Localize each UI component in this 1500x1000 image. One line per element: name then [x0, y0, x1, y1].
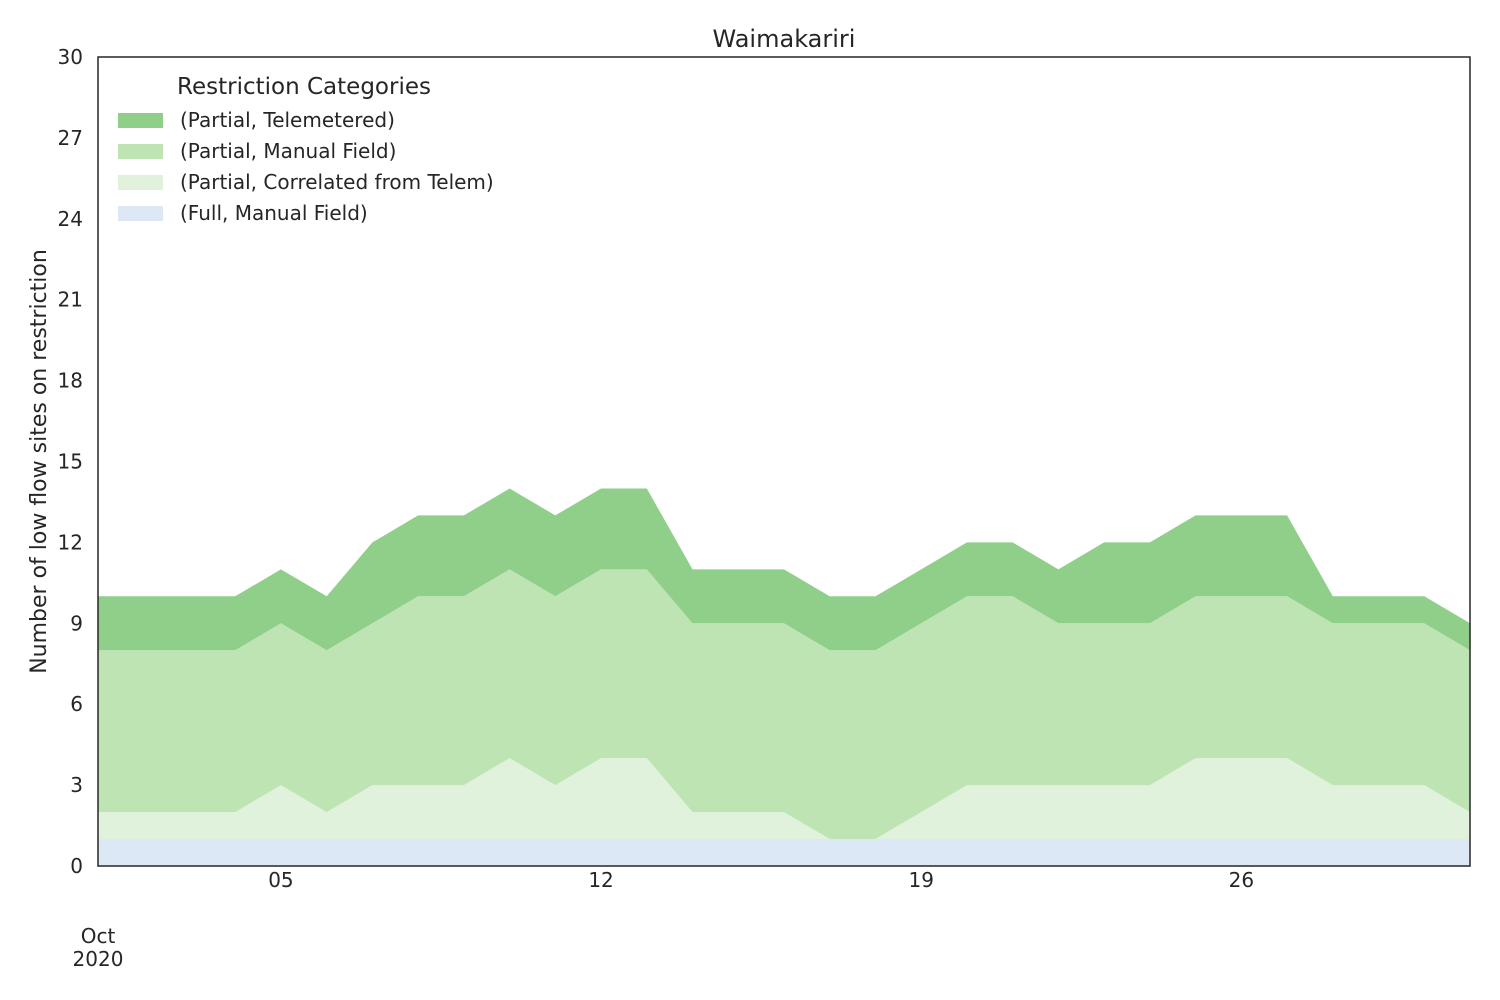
x-tick-label: 05: [268, 868, 293, 892]
legend-title: Restriction Categories: [177, 74, 431, 100]
area-series-2: [98, 569, 1470, 839]
y-tick-label: 30: [58, 45, 83, 69]
legend-label: (Partial, Telemetered): [180, 108, 395, 132]
legend-swatch: [118, 113, 163, 128]
legend-swatch: [118, 206, 163, 221]
y-tick-label: 18: [58, 369, 83, 393]
y-tick-label: 3: [70, 773, 83, 797]
y-tick-label: 6: [70, 692, 83, 716]
x-tick-label: 26: [1229, 868, 1254, 892]
y-axis-label: Number of low flow sites on restriction: [27, 249, 52, 674]
y-tick-label: 0: [70, 854, 83, 878]
area-layers: [98, 488, 1470, 866]
legend: Restriction Categories (Partial, Telemet…: [118, 74, 494, 225]
y-tick-label: 24: [58, 207, 83, 231]
x-tick-label: 12: [588, 868, 613, 892]
legend-label: (Full, Manual Field): [180, 201, 368, 225]
plot-frame: [97, 56, 1471, 867]
y-axis-ticks: 0 3 6 9 12 15 18 21 24 27 30: [58, 45, 83, 878]
legend-label: (Partial, Manual Field): [180, 139, 396, 163]
chart-title: Waimakariri: [713, 25, 856, 53]
area-series-0: [98, 839, 1470, 866]
area-series-3: [98, 488, 1470, 651]
legend-swatch: [118, 144, 163, 159]
x-tick-label: 19: [908, 868, 933, 892]
x-tick-sublabel: 2020: [73, 947, 124, 971]
y-tick-label: 27: [58, 126, 83, 150]
legend-swatch: [118, 175, 163, 190]
x-tick-sublabel: Oct: [81, 924, 116, 948]
y-tick-label: 21: [58, 288, 83, 312]
legend-items: (Partial, Telemetered) (Partial, Manual F…: [118, 108, 494, 225]
y-tick-label: 12: [58, 530, 83, 554]
y-tick-label: 15: [58, 450, 83, 474]
y-tick-label: 9: [70, 611, 83, 635]
area-series-1: [98, 758, 1470, 839]
legend-label: (Partial, Correlated from Telem): [180, 170, 494, 194]
